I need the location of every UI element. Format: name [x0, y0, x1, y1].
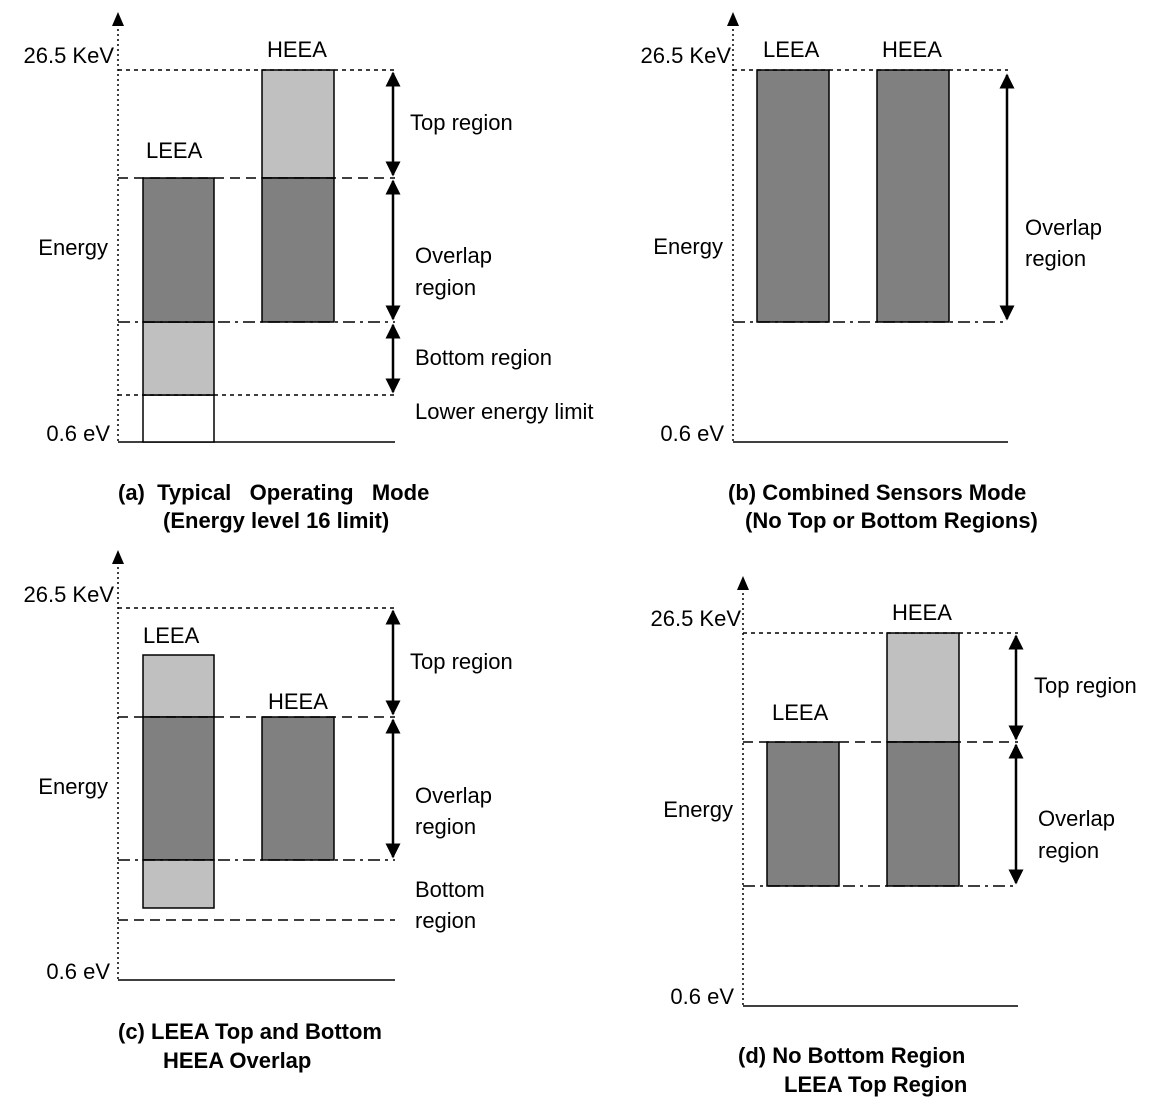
panel-c-overlap-label-2: region: [415, 814, 476, 839]
panel-a-top-value: 26.5 KeV: [23, 43, 114, 68]
panel-a-heea-overlap-band: [261, 177, 335, 323]
panel-c: 26.5 KeV 0.6 eV Energy LEEA HEEA Top reg…: [23, 550, 513, 1073]
panel-a-heea-label: HEEA: [267, 37, 327, 62]
panel-d-heea-label: HEEA: [892, 600, 952, 625]
panel-b-top-value: 26.5 KeV: [640, 43, 731, 68]
panel-a-leea-bottom-band: [142, 321, 215, 396]
panel-a: 26.5 KeV 0.6 eV Energy LEEA HEEA Top reg…: [23, 12, 594, 533]
panel-d-overlap-label-1: Overlap: [1038, 806, 1115, 831]
panel-b-caption-1: (b) Combined Sensors Mode: [728, 480, 1026, 505]
panel-b-energy-label: Energy: [653, 234, 723, 259]
panel-b-leea-overlap-band: [756, 69, 830, 323]
panel-a-axis-arrow-icon: [112, 12, 124, 26]
panel-b: 26.5 KeV 0.6 eV Energy LEEA HEEA Overlap…: [640, 12, 1102, 533]
panel-c-energy-label: Energy: [38, 774, 108, 799]
panel-c-bottom-label-1: Bottom: [415, 877, 485, 902]
panel-c-axis-arrow-icon: [112, 550, 124, 564]
panel-c-leea-label: LEEA: [143, 623, 200, 648]
panel-a-overlap-label-1: Overlap: [415, 243, 492, 268]
panel-c-bottom-value: 0.6 eV: [46, 959, 110, 984]
panel-d-leea-overlap-band: [766, 741, 840, 887]
panel-a-top-region-label: Top region: [410, 110, 513, 135]
panel-d-top-value: 26.5 KeV: [650, 606, 741, 631]
panel-c-bottom-label-2: region: [415, 908, 476, 933]
panel-d-bottom-value: 0.6 eV: [670, 984, 734, 1009]
panel-a-leea-below-limit: [142, 394, 215, 443]
panel-d-overlap-label-2: region: [1038, 838, 1099, 863]
panel-c-caption-2: HEEA Overlap: [163, 1048, 311, 1073]
panel-a-leea-label: LEEA: [146, 138, 203, 163]
panel-d-caption-2: LEEA Top Region: [784, 1072, 967, 1097]
panel-d-axis-arrow-icon: [737, 576, 749, 590]
panel-c-top-value: 26.5 KeV: [23, 582, 114, 607]
panel-a-energy-label: Energy: [38, 235, 108, 260]
panel-d-leea-label: LEEA: [772, 700, 829, 725]
panel-d-energy-label: Energy: [663, 797, 733, 822]
panel-c-leea-overlap-band: [142, 716, 215, 861]
panel-c-leea-top-band: [142, 654, 215, 718]
panel-c-caption-1: (c) LEEA Top and Bottom: [118, 1019, 382, 1044]
panel-d-heea-overlap-band: [886, 741, 960, 887]
panel-c-heea-label: HEEA: [268, 689, 328, 714]
panel-a-overlap-label-2: region: [415, 275, 476, 300]
panel-a-bottom-region-label: Bottom region: [415, 345, 552, 370]
panel-a-heea-top-band: [261, 69, 335, 179]
panel-b-overlap-label-1: Overlap: [1025, 215, 1102, 240]
panel-c-leea-bottom-band: [142, 859, 215, 909]
panel-b-leea-label: LEEA: [763, 37, 820, 62]
panel-a-leea-overlap-band: [142, 177, 215, 323]
panel-d-top-region-label: Top region: [1034, 673, 1137, 698]
panel-b-bottom-value: 0.6 eV: [660, 421, 724, 446]
panel-c-heea-overlap-band: [261, 716, 335, 861]
panel-c-overlap-label-1: Overlap: [415, 783, 492, 808]
panel-a-bottom-value: 0.6 eV: [46, 421, 110, 446]
panel-d: 26.5 KeV 0.6 eV Energy LEEA HEEA Top reg…: [650, 576, 1137, 1097]
panel-b-caption-2: (No Top or Bottom Regions): [745, 508, 1038, 533]
panel-b-heea-overlap-band: [876, 69, 950, 323]
panel-b-heea-label: HEEA: [882, 37, 942, 62]
panel-a-caption-2: (Energy level 16 limit): [163, 508, 389, 533]
panel-d-heea-top-band: [886, 632, 960, 743]
panel-a-lower-limit-label: Lower energy limit: [415, 399, 594, 424]
panel-b-overlap-label-2: region: [1025, 246, 1086, 271]
panel-a-caption-1: (a) Typical Operating Mode: [118, 480, 429, 505]
panel-c-top-region-label: Top region: [410, 649, 513, 674]
panel-b-axis-arrow-icon: [727, 12, 739, 26]
panel-d-caption-1: (d) No Bottom Region: [738, 1043, 965, 1068]
